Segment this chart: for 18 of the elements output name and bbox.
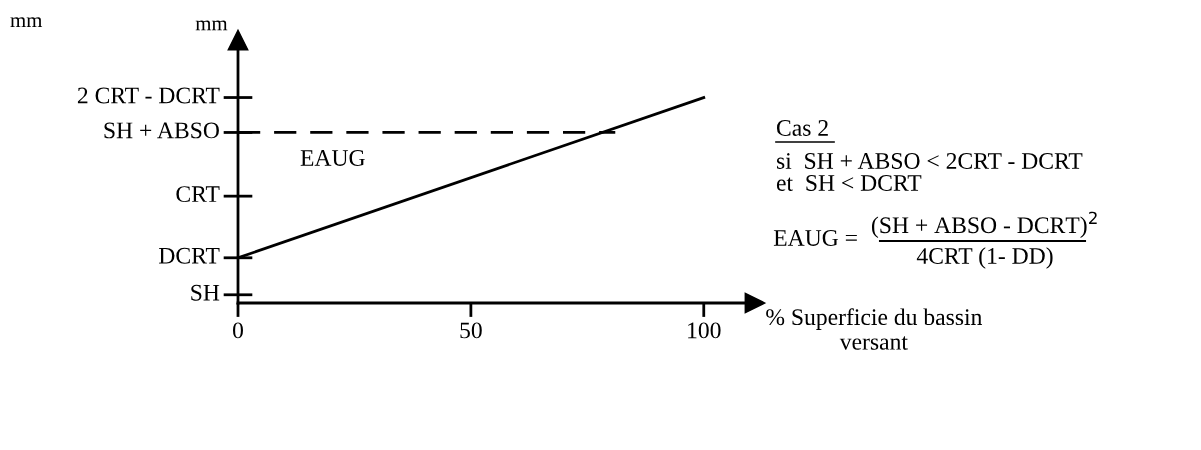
text: mm (10, 17, 43, 28)
x-tick-label: 100 (688, 322, 721, 339)
text: 4CRT (1- DD) (916, 247, 1053, 269)
ref-line-label: 2 CRT - DCRT (77, 87, 220, 104)
text: et SH < DCRT (776, 175, 922, 191)
ref-line-label: SH + ABSO (104, 122, 219, 139)
ref-line-label: DCRT (159, 247, 220, 264)
text: EAUG = (773, 230, 857, 246)
x-tick-label: 0 (233, 322, 243, 339)
text: Cas 2 (776, 120, 828, 136)
ref-line-label: SH (191, 284, 220, 301)
ref-line-label: CRT (176, 186, 220, 203)
x-tick-label: 50 (460, 322, 482, 339)
text: si SH + ABSO < 2CRT - DCRT (776, 153, 1083, 169)
y-axis-title: mm (195, 20, 228, 31)
text: (SH + ABSO - DCRT)$^{2}$ (872, 211, 1097, 238)
x-axis-title: % Superficie du bassin versant (766, 308, 983, 350)
annotation: EAUG (300, 150, 365, 166)
